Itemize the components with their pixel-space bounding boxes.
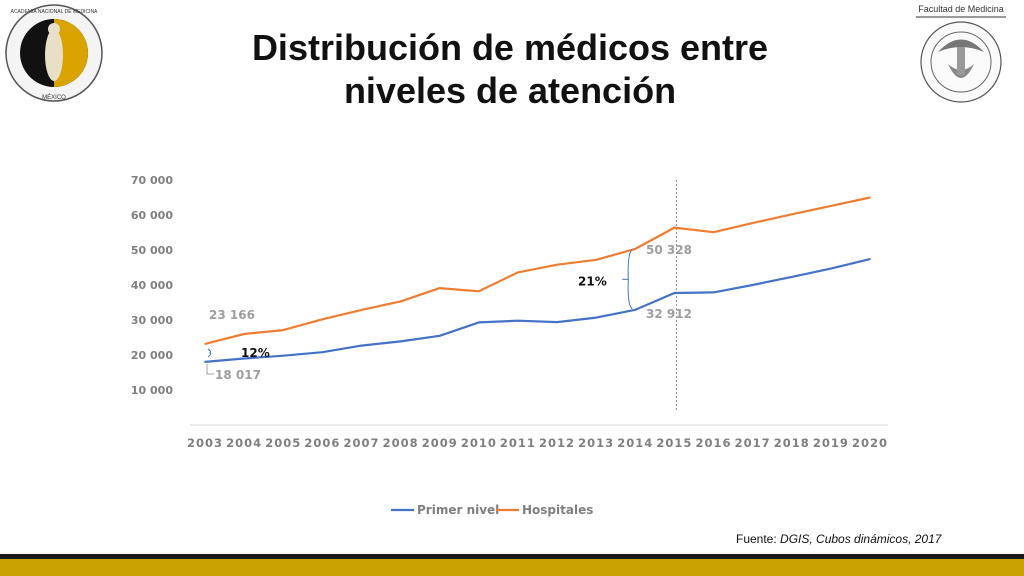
data-point <box>321 318 324 321</box>
series-line-hospitales <box>204 196 871 345</box>
data-point <box>712 291 715 294</box>
data-point <box>790 213 793 216</box>
x-tick-label: 2019 <box>813 436 849 450</box>
annotation-mid-brace <box>627 249 633 310</box>
source-prefix: Fuente: <box>736 532 781 546</box>
data-point <box>634 248 637 250</box>
data-point <box>243 357 245 360</box>
data-point <box>204 343 206 345</box>
x-tick-label: 2020 <box>852 436 888 450</box>
data-point <box>830 267 832 270</box>
annotation-mid-percent: 21% <box>578 274 607 288</box>
series-line-primer-nivel <box>204 258 871 363</box>
data-point <box>321 351 324 354</box>
footer-dark-bar <box>0 554 1024 559</box>
y-tick-label: 40 000 <box>131 279 173 292</box>
annotation-start-percent: 12% <box>241 346 270 360</box>
y-tick-label: 70 000 <box>131 174 173 187</box>
annotation-start-hospitales: 23 166 <box>209 308 255 322</box>
annotation-start-primer: 18 017 <box>215 368 261 382</box>
logo-text-top: ACADEMIA NACIONAL DE MEDICINA <box>11 9 98 15</box>
source-note: Fuente: DGIS, Cubos dinámicos, 2017 <box>736 532 941 546</box>
annotation-mid-hospitales: 50 328 <box>646 243 692 257</box>
facultad-label: Facultad de Medicina <box>918 4 1004 14</box>
x-tick-label: 2007 <box>343 436 379 450</box>
x-tick-label: 2012 <box>539 436 575 450</box>
x-tick-label: 2014 <box>617 436 653 450</box>
annotation-mid-primer: 32 912 <box>646 307 692 321</box>
x-tick-label: 2004 <box>226 436 262 450</box>
data-point <box>556 321 558 323</box>
data-point <box>282 329 285 331</box>
data-point <box>556 263 558 266</box>
legend-label: Hospitales <box>522 503 593 517</box>
academia-nacional-logo: MÉXICO ACADEMIA NACIONAL DE MEDICINA <box>5 4 103 102</box>
data-point <box>869 258 871 260</box>
annotation-start-leader <box>206 363 214 375</box>
data-point <box>595 316 597 319</box>
data-point <box>751 284 754 286</box>
x-tick-label: 2015 <box>656 436 692 450</box>
x-tick-label: 2003 <box>187 436 223 450</box>
title-line-2: niveles de atención <box>343 70 677 111</box>
x-tick-label: 2017 <box>735 436 771 450</box>
y-tick-label: 60 000 <box>131 209 173 222</box>
data-point <box>243 333 245 335</box>
x-tick-label: 2009 <box>422 436 458 450</box>
data-point <box>438 287 441 289</box>
annotation-start-brace <box>207 348 212 358</box>
data-point <box>790 276 793 278</box>
title-line-1: Distribución de médicos entre <box>251 27 769 68</box>
y-tick-label: 10 000 <box>131 384 173 397</box>
data-point <box>399 300 402 303</box>
data-point <box>360 344 363 347</box>
data-point <box>634 309 637 311</box>
y-tick-label: 20 000 <box>131 349 173 362</box>
x-tick-label: 2013 <box>578 436 614 450</box>
x-tick-label: 2006 <box>304 436 340 450</box>
footer-gold-bar <box>0 559 1024 576</box>
data-point <box>517 319 519 322</box>
data-point <box>478 290 480 293</box>
x-tick-label: 2011 <box>500 436 536 450</box>
data-point <box>438 334 441 337</box>
legend-label: Primer nivel <box>417 503 499 517</box>
data-point <box>399 340 402 343</box>
data-point <box>712 231 715 233</box>
x-tick-label: 2018 <box>774 436 810 450</box>
data-point <box>360 309 363 311</box>
y-tick-label: 50 000 <box>131 244 173 257</box>
x-tick-label: 2010 <box>461 436 497 450</box>
data-point <box>204 361 206 363</box>
x-tick-label: 2005 <box>265 436 301 450</box>
source-citation: DGIS, Cubos dinámicos, 2017 <box>780 532 942 546</box>
data-point <box>673 226 676 229</box>
x-tick-label: 2016 <box>696 436 732 450</box>
data-point <box>869 196 871 199</box>
data-point <box>830 205 832 207</box>
y-tick-label: 30 000 <box>131 314 173 327</box>
data-point <box>751 222 754 224</box>
logo-text-bottom: MÉXICO <box>42 94 66 101</box>
data-point <box>478 321 480 324</box>
slide-title: Distribución de médicos entre niveles de… <box>190 26 830 112</box>
unam-facultad-logo <box>916 16 1006 103</box>
data-point <box>595 259 597 261</box>
data-point <box>517 271 519 274</box>
x-tick-label: 2008 <box>383 436 419 450</box>
data-point <box>282 354 285 357</box>
data-point <box>673 292 676 294</box>
